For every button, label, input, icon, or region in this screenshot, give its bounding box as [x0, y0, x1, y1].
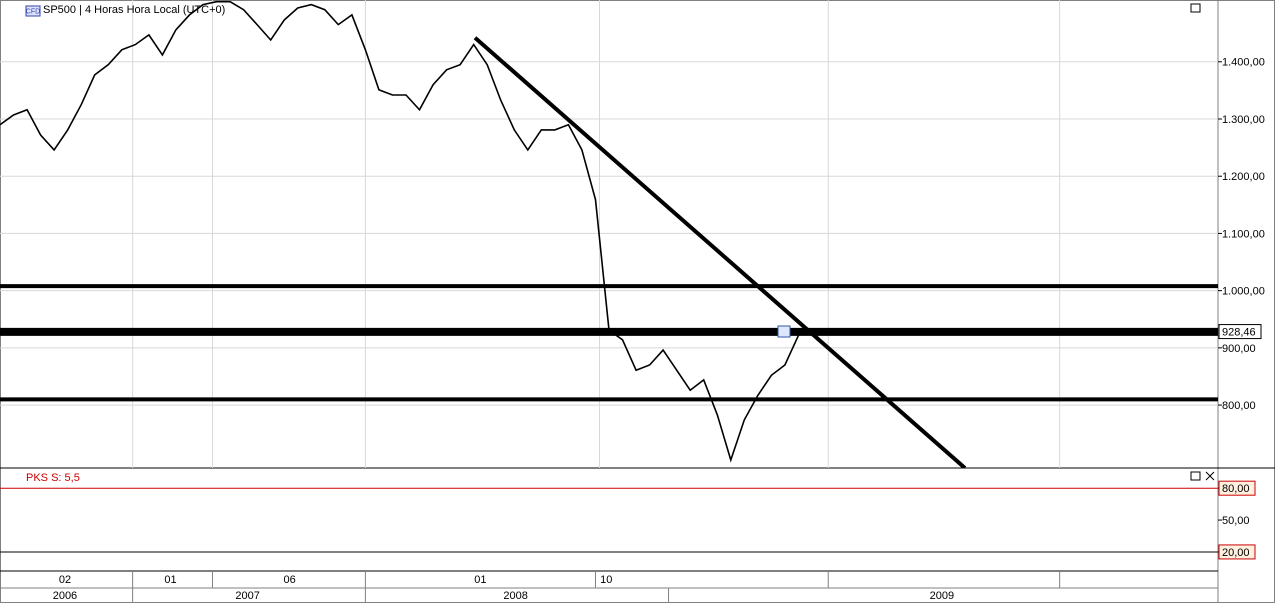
y-tick-label: 20,00 — [1222, 547, 1250, 559]
y-tick-label: 800,00 — [1222, 400, 1256, 412]
year-label: 2006 — [53, 590, 77, 602]
month-label: 02 — [59, 574, 71, 586]
y-tick-label: 1.400,00 — [1222, 57, 1265, 69]
y-tick-label: 1.300,00 — [1222, 114, 1265, 126]
y-tick-label: 1.200,00 — [1222, 171, 1265, 183]
month-label: 01 — [474, 574, 486, 586]
maximize-button[interactable] — [1190, 3, 1201, 13]
month-label: 01 — [164, 574, 176, 586]
badge-box — [25, 5, 41, 17]
price-line — [0, 0, 800, 463]
chart-title: SP500 | 4 Horas Hora Local (UTC+0) — [43, 4, 225, 16]
alert-marker[interactable] — [777, 325, 791, 338]
year-label: 2007 — [235, 590, 259, 602]
indicator-title: PKS S: 5,5 — [26, 472, 80, 484]
tick-highlight — [1218, 544, 1256, 560]
tick-highlight — [1218, 480, 1256, 496]
month-label: 10 — [600, 574, 612, 586]
close-button[interactable] — [1205, 471, 1215, 481]
y-tick-label: 1.000,00 — [1222, 286, 1265, 298]
trendline — [473, 36, 967, 468]
year-label: 2008 — [503, 590, 527, 602]
month-label: 06 — [283, 574, 295, 586]
y-tick-label: 50,00 — [1222, 515, 1250, 527]
last-price-tag — [1218, 324, 1262, 340]
maximize-button[interactable] — [1190, 471, 1201, 481]
y-tick-label: 1.100,00 — [1222, 228, 1265, 240]
price-line — [0, 472, 799, 557]
y-tick-label: 80,00 — [1222, 483, 1250, 495]
last-price-label: 928,46 — [1222, 326, 1256, 338]
y-tick-label: 900,00 — [1222, 343, 1256, 355]
year-label: 2009 — [930, 590, 954, 602]
badge: CFD — [26, 8, 40, 15]
